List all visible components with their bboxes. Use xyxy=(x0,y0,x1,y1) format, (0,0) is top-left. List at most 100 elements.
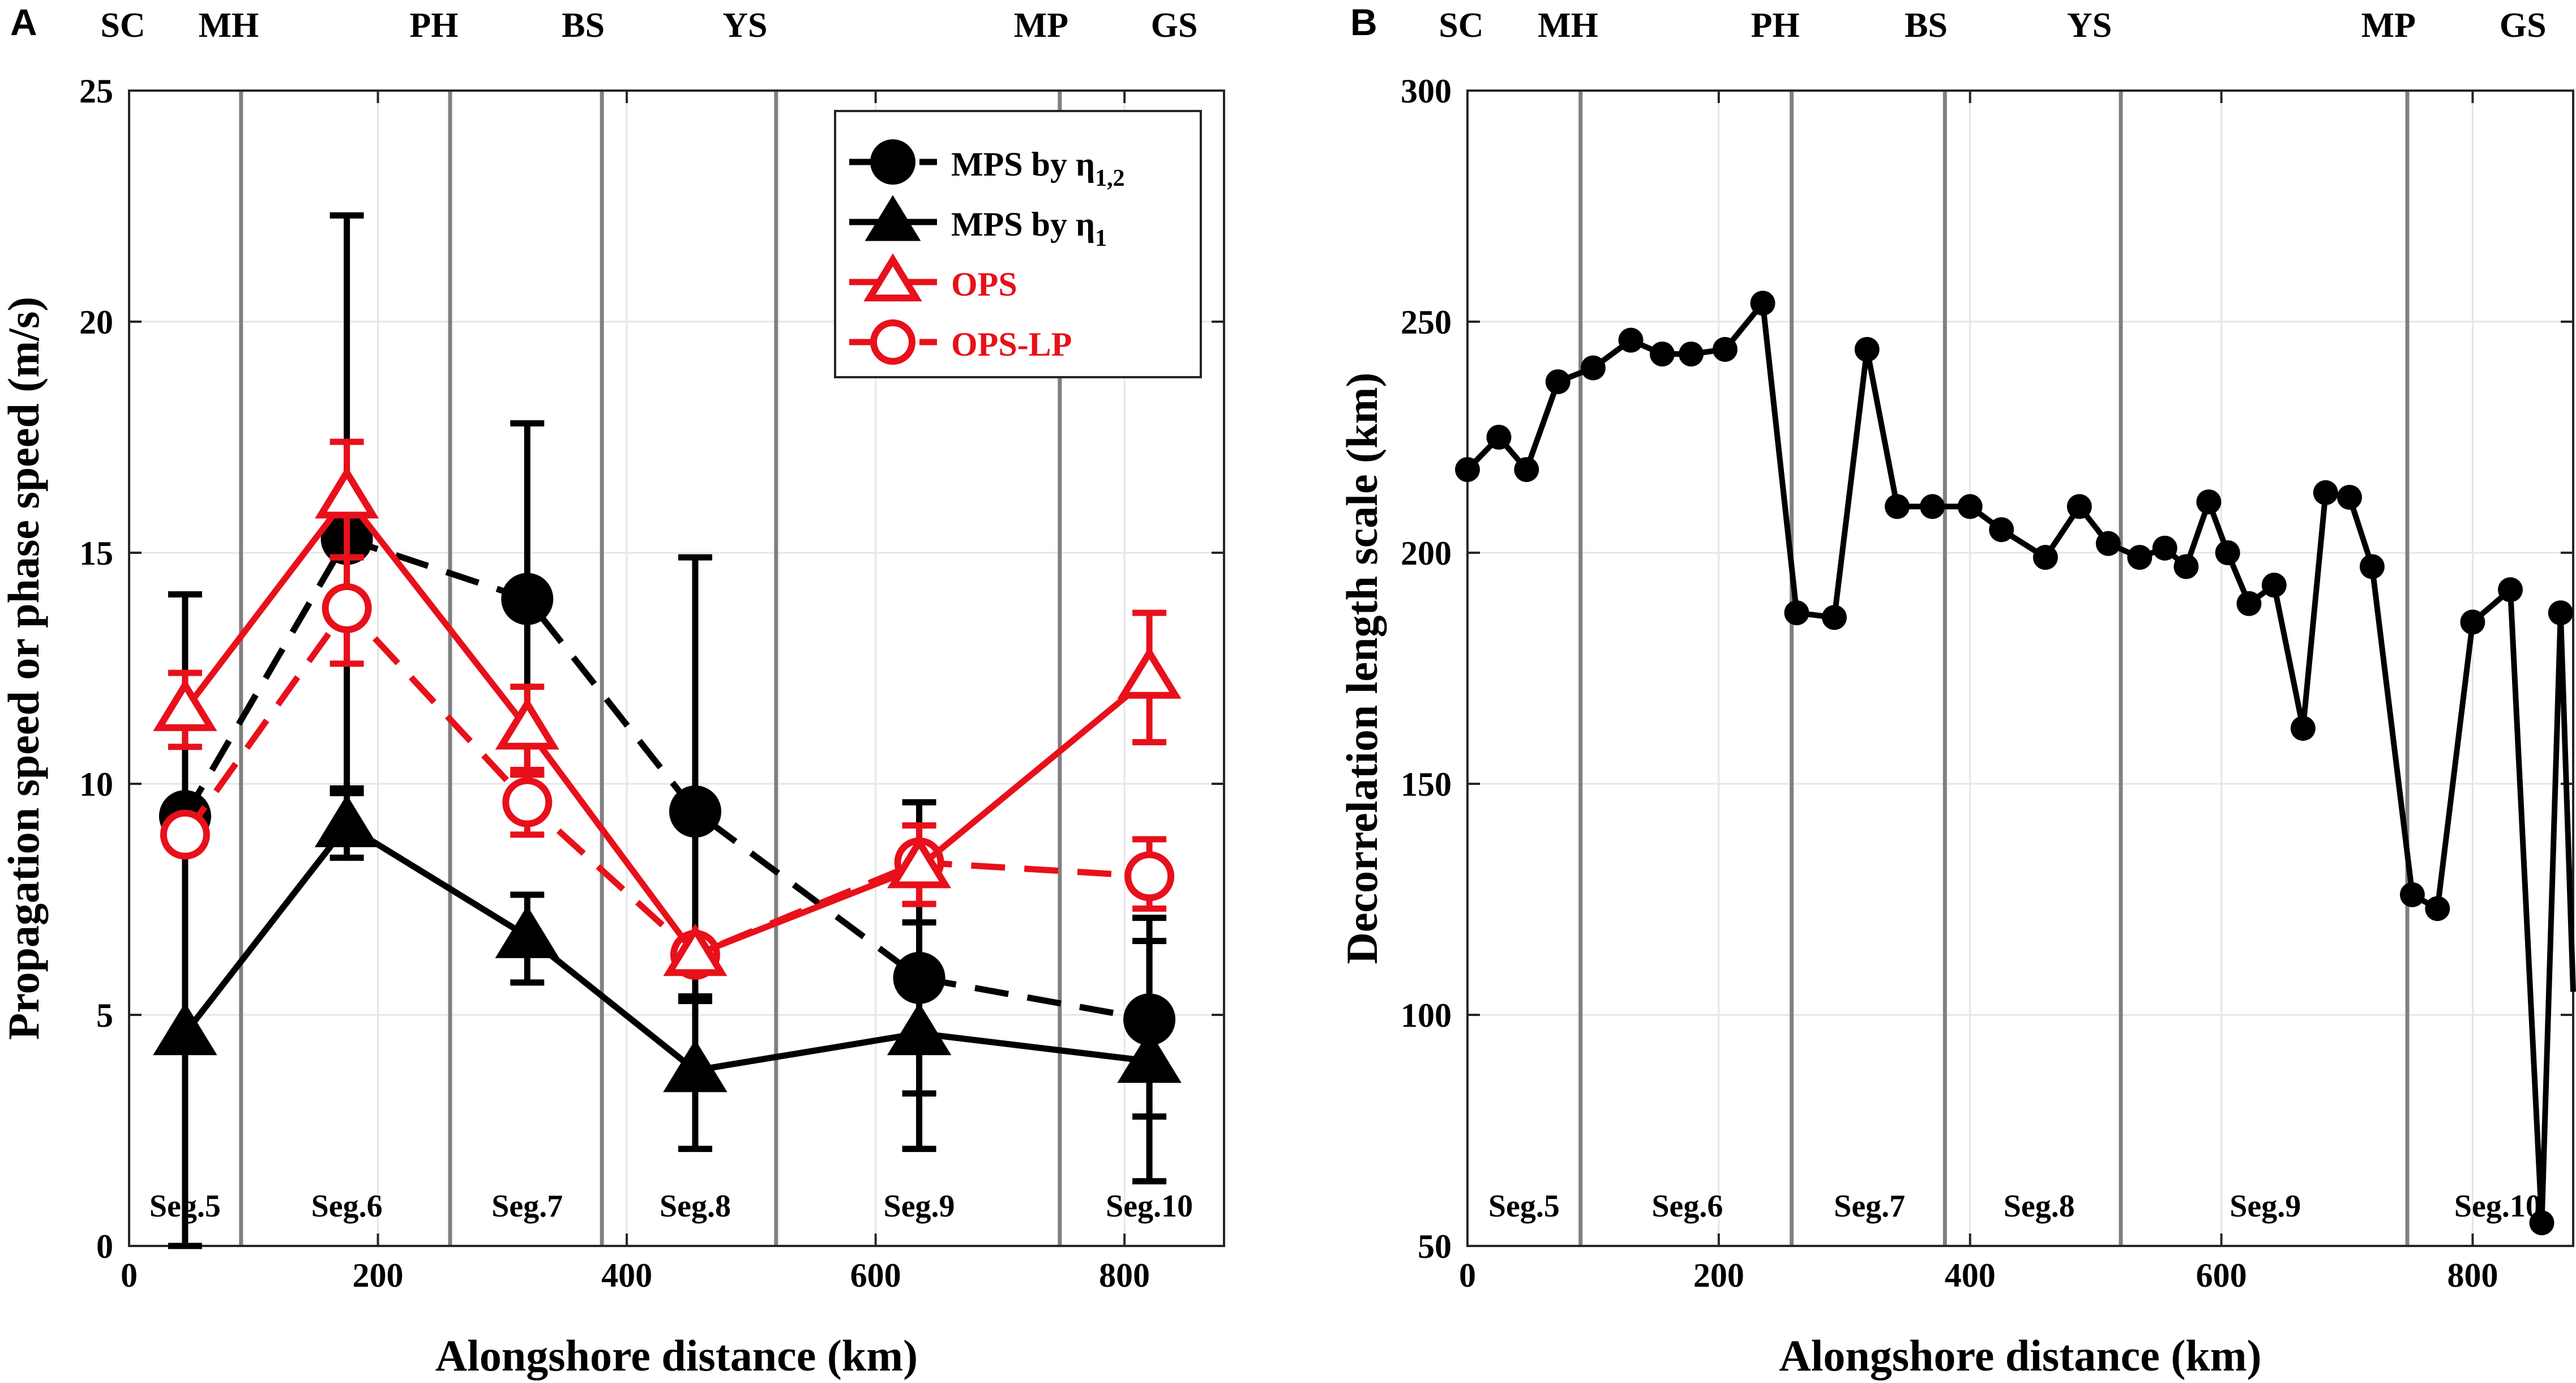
data-point xyxy=(1712,336,1738,362)
data-point xyxy=(502,777,553,827)
data-point xyxy=(2337,485,2362,510)
panel-a: 0 200 400 600 800 0 5 10 15 20 25 SC MH PH BS YS MP GS Seg… xyxy=(0,1,1225,1380)
data-point xyxy=(153,678,217,731)
site-label-sc: SC xyxy=(1439,6,1483,45)
y-axis-label: Propagation speed or phase speed (m/s) xyxy=(0,297,48,1040)
data-point xyxy=(1514,457,1539,483)
data-point xyxy=(2529,1210,2554,1236)
x-tick-label: 600 xyxy=(2196,1257,2247,1294)
segment-label: Seg.6 xyxy=(1651,1189,1723,1224)
series-1 xyxy=(153,789,1182,1185)
data-point xyxy=(2173,554,2199,579)
plot-frame xyxy=(1466,89,2574,1247)
data-point xyxy=(1920,494,1945,519)
data-point xyxy=(2460,609,2485,635)
site-label-ys: YS xyxy=(2067,6,2112,45)
site-label-gs: GS xyxy=(1151,6,1198,45)
x-tick-label: 600 xyxy=(850,1257,901,1294)
data-point xyxy=(160,809,210,860)
data-point xyxy=(887,835,952,889)
data-point xyxy=(2425,896,2450,921)
series-2 xyxy=(153,438,1182,976)
data-point xyxy=(495,697,559,750)
data-point xyxy=(2066,494,2092,519)
series-line xyxy=(182,822,1150,1074)
y-tick-label: 20 xyxy=(79,304,113,341)
panel-letter: B xyxy=(1350,1,1377,43)
legend-label-sub: 1 xyxy=(1095,225,1107,251)
data-point xyxy=(2127,545,2153,570)
x-axis-label: Alongshore distance (km) xyxy=(435,1331,918,1380)
y-tick-label: 15 xyxy=(79,535,113,572)
site-label-gs: GS xyxy=(2500,6,2547,45)
y-tick-label: 10 xyxy=(79,766,113,803)
data-point xyxy=(2152,535,2177,561)
y-axis-label: Decorrelation length scale (km) xyxy=(1337,373,1387,964)
panel-letter: A xyxy=(10,1,37,43)
data-point xyxy=(153,1002,217,1056)
legend-marker xyxy=(863,253,922,302)
segment-label: Seg.8 xyxy=(2004,1189,2075,1224)
x-axis-label: Alongshore distance (km) xyxy=(1779,1331,2261,1380)
y-tick-label: 300 xyxy=(1401,72,1452,110)
segment-label: Seg.7 xyxy=(491,1189,563,1224)
x-tick-label: 800 xyxy=(2447,1257,2498,1294)
legend-label: OPS-LP xyxy=(951,326,1072,363)
y-tick-label: 100 xyxy=(1401,997,1452,1034)
data-point xyxy=(1545,369,1571,395)
data-point xyxy=(1486,425,1512,450)
data-point xyxy=(1822,605,1847,630)
data-point xyxy=(495,905,559,958)
segment-label: Seg.10 xyxy=(2454,1189,2541,1224)
data-point xyxy=(2498,577,2523,603)
y-tick-label: 25 xyxy=(79,72,113,110)
data-point xyxy=(2359,554,2385,579)
panel-b: 0 200 400 600 800 50 100 150 200 250 300 SC MH PH BS YS… xyxy=(1337,1,2576,1380)
series-line xyxy=(182,536,1150,1023)
data-point xyxy=(1117,1030,1182,1083)
data-point xyxy=(1124,851,1175,902)
data-point xyxy=(314,795,379,847)
data-point xyxy=(669,785,721,838)
site-label-mp: MP xyxy=(2361,6,2416,45)
segment-label: Seg.8 xyxy=(660,1189,731,1224)
data-point xyxy=(1679,342,1704,367)
segment-label: Seg.5 xyxy=(1488,1189,1560,1224)
y-tick-label: 250 xyxy=(1401,304,1452,341)
data-point xyxy=(501,573,554,625)
legend-marker xyxy=(870,319,915,365)
y-tick-label: 200 xyxy=(1401,535,1452,572)
data-point xyxy=(1618,327,1644,353)
x-tick-label: 200 xyxy=(353,1257,404,1294)
segment-label: Seg.9 xyxy=(884,1189,955,1224)
legend-label: OPS xyxy=(951,266,1017,303)
segment-label: Seg.9 xyxy=(2230,1189,2301,1224)
series-line xyxy=(182,605,1150,958)
site-label-mh: MH xyxy=(198,6,259,45)
y-tick-label: 150 xyxy=(1401,766,1452,803)
y-tick-label: 5 xyxy=(96,997,113,1034)
data-point xyxy=(1580,355,1606,381)
data-point xyxy=(1854,336,1880,362)
legend-label: MPS by η1 xyxy=(951,206,1107,251)
data-point xyxy=(1784,600,1809,626)
data-point xyxy=(1750,291,1775,316)
data-point xyxy=(1117,646,1182,699)
site-label-bs: BS xyxy=(562,6,605,45)
legend-label-sub: 1,2 xyxy=(1095,165,1125,191)
legend-label-main: MPS by η xyxy=(951,206,1095,243)
site-label-ys: YS xyxy=(722,6,767,45)
legend: MPS by η1,2 MPS by η1 OPS OPS-LP xyxy=(834,110,1202,378)
y-tick-label: 0 xyxy=(96,1228,113,1265)
legend-marker xyxy=(865,195,921,241)
x-tick-label: 200 xyxy=(1693,1257,1744,1294)
series-line xyxy=(182,494,1152,958)
data-point xyxy=(663,923,728,976)
y-tick-label: 50 xyxy=(1418,1228,1452,1265)
site-label-ph: PH xyxy=(1751,6,1800,45)
data-point xyxy=(2236,591,2262,616)
site-label-bs: BS xyxy=(1905,6,1948,45)
x-tick-label: 0 xyxy=(121,1257,138,1294)
